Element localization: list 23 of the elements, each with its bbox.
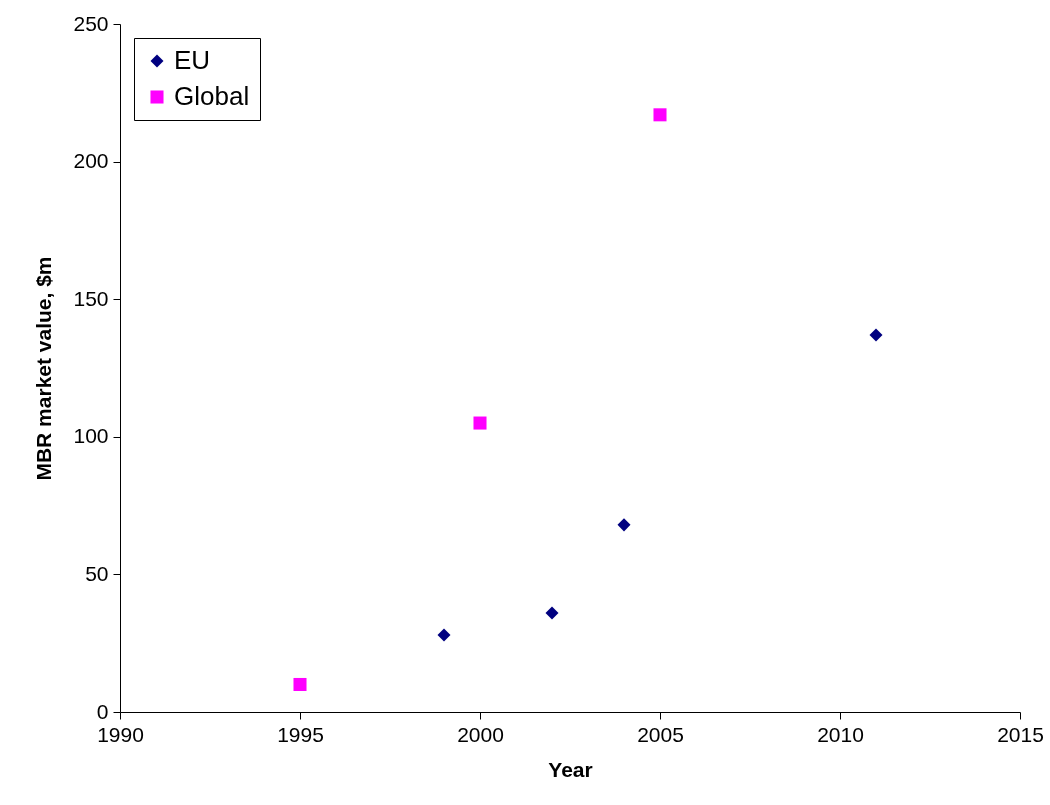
y-axis-title: MBR market value, $m <box>32 256 56 481</box>
point <box>473 416 487 430</box>
y-tick-label: 150 <box>73 286 109 310</box>
y-tick-label: 250 <box>73 11 109 35</box>
point <box>869 328 883 342</box>
y-tick-label: 100 <box>73 424 109 448</box>
x-tick-label: 2010 <box>817 722 864 746</box>
point <box>437 628 451 642</box>
point <box>545 606 559 620</box>
x-tick-label: 2000 <box>457 722 504 746</box>
legend-label: EU <box>174 45 211 75</box>
point <box>617 518 631 532</box>
point <box>293 677 307 691</box>
y-tick-label: 50 <box>85 561 109 585</box>
x-tick-label: 1995 <box>277 722 324 746</box>
y-tick-label: 0 <box>96 699 109 723</box>
x-axis-title: Year <box>548 757 593 781</box>
x-tick-label: 2005 <box>637 722 684 746</box>
legend-label: Global <box>174 81 250 111</box>
x-tick-label: 1990 <box>97 722 144 746</box>
y-tick-label: 200 <box>73 149 109 173</box>
point <box>653 108 667 122</box>
x-tick-label: 2015 <box>997 722 1044 746</box>
